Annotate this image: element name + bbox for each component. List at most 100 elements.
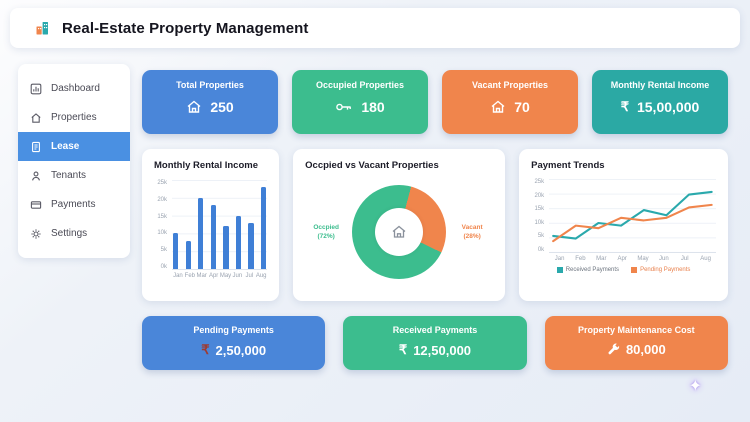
stat-card-value: 180 — [361, 99, 385, 115]
donut-hole — [375, 208, 424, 256]
donut-slice-label: Occpied — [313, 223, 339, 231]
app-header: Real-Estate Property Management — [10, 8, 740, 48]
y-tick-label: 5k — [537, 233, 545, 240]
x-tick-label: Mar — [196, 273, 207, 279]
donut-slice-pct: (28%) — [463, 233, 481, 240]
donut-chart-card: Occpied vs Vacant Properties Occpied (72… — [293, 149, 506, 301]
donut-slice-pct: (72%) — [317, 233, 335, 240]
x-tick-label: Jul — [245, 273, 254, 279]
stat-card-1: Occupied Properties 180 — [292, 70, 428, 134]
legend-item-pending: Pending Payments — [631, 267, 690, 273]
line-y-axis: 25k 20k 15k 10k 5k 0k — [531, 179, 549, 253]
y-tick-label: 0k — [160, 263, 167, 270]
bottom-card-label: Pending Payments — [193, 325, 274, 335]
stat-card-value: 70 — [514, 99, 530, 115]
settings-icon — [30, 228, 43, 240]
x-tick-label: Jan — [173, 273, 183, 279]
stat-card-label: Monthly Rental Income — [610, 80, 710, 90]
x-tick-label: Feb — [575, 256, 586, 262]
sidebar-item-label: Settings — [51, 228, 88, 239]
stat-card-value: 250 — [210, 99, 234, 115]
bar-mar — [198, 197, 204, 269]
bottom-card-label: Received Payments — [392, 325, 478, 335]
y-tick-label: 10k — [157, 230, 167, 237]
sidebar-item-label: Payments — [51, 199, 96, 210]
app-title: Real-Estate Property Management — [62, 19, 309, 37]
bottom-card-label: Property Maintenance Cost — [578, 325, 695, 335]
stat-card-0: Total Properties 250 — [142, 70, 278, 134]
y-tick-label: 15k — [534, 206, 545, 213]
line-months: Jan Feb Mar Apr May Jun Jul Aug — [549, 256, 716, 262]
currency-symbol: ₹ — [201, 342, 210, 357]
x-tick-label: Apr — [208, 273, 219, 279]
charts-row: Monthly Rental Income 25k 20k 15k 10k 5k 0k J… — [142, 149, 728, 301]
x-tick-label: Jul — [680, 256, 689, 262]
stat-card-3: Monthly Rental Income ₹ 15,00,000 — [592, 70, 728, 134]
legend-item-received: Received Payments — [556, 267, 620, 273]
y-tick-label: 15k — [157, 213, 167, 220]
sidebar-item-label: Lease — [51, 141, 80, 152]
rupee-icon: ₹ — [620, 99, 629, 114]
key-icon — [335, 101, 353, 113]
sidebar-item-label: Properties — [51, 112, 97, 123]
bottom-card-value: 2,50,000 — [215, 342, 267, 358]
bar-months: Jan Feb Mar Apr May Jun Jul Aug — [172, 273, 267, 279]
donut-ring — [352, 185, 447, 279]
sidebar-item-dashboard[interactable]: Dashboard — [18, 74, 130, 103]
legend-swatch-received — [556, 267, 563, 273]
stat-card-2: Vacant Properties 70 — [442, 70, 578, 134]
stat-card-value: 15,00,000 — [636, 99, 700, 115]
bottom-card-value: 80,000 — [625, 342, 666, 357]
bar-may — [223, 226, 229, 269]
x-tick-label: Jun — [232, 273, 243, 279]
sidebar-item-label: Dashboard — [51, 83, 100, 94]
sidebar-item-label: Tenants — [51, 170, 87, 181]
chart-title: Payment Trends — [531, 160, 605, 171]
legend-label: Received Payments — [565, 267, 620, 273]
sidebar-item-settings[interactable]: Settings — [18, 219, 130, 248]
stat-card-label: Vacant Properties — [471, 80, 549, 90]
sidebar-item-lease[interactable]: Lease — [18, 132, 130, 161]
x-tick-label: Jan — [554, 256, 565, 262]
currency-symbol: ₹ — [398, 342, 408, 357]
house-icon — [490, 100, 506, 114]
stats-row: Total Properties 250 Occupied Properties… — [142, 70, 728, 134]
bar-chart-card: Monthly Rental Income 25k 20k 15k 10k 5k 0k J… — [142, 149, 280, 301]
payments-icon — [30, 199, 43, 211]
x-tick-label: Aug — [700, 256, 711, 262]
y-tick-label: 0k — [537, 246, 545, 253]
bottom-row: Pending Payments ₹ 2,50,000 Received Pay… — [142, 316, 728, 370]
bar-feb — [185, 240, 191, 269]
house-icon — [391, 225, 407, 239]
legend-swatch-pending — [631, 267, 638, 273]
y-tick-label: 20k — [534, 192, 545, 199]
line-series-pending — [552, 203, 713, 243]
tenants-icon — [30, 170, 43, 182]
donut-label-occupied: Occpied (72%) — [305, 223, 347, 241]
stat-card-label: Total Properties — [176, 80, 244, 90]
y-tick-label: 10k — [534, 219, 545, 226]
x-tick-label: Aug — [255, 273, 267, 279]
bottom-card-2: Property Maintenance Cost 80,000 — [544, 316, 728, 370]
x-tick-label: Jun — [659, 256, 669, 262]
y-tick-label: 25k — [534, 179, 545, 185]
legend-label: Pending Payments — [640, 267, 691, 273]
sidebar-item-tenants[interactable]: Tenants — [18, 161, 130, 190]
donut-label-vacant: Vacant (28%) — [451, 223, 493, 241]
bottom-card-0: Pending Payments ₹ 2,50,000 — [142, 316, 326, 370]
x-tick-label: Mar — [596, 256, 607, 262]
x-tick-label: May — [219, 273, 232, 279]
bar-jul — [248, 222, 254, 269]
x-tick-label: Apr — [617, 256, 627, 262]
sidebar-item-properties[interactable]: Properties — [18, 103, 130, 132]
sidebar-item-payments[interactable]: Payments — [18, 190, 130, 219]
app-logo-icon — [34, 19, 52, 37]
lease-icon — [30, 141, 43, 153]
bar-jan — [173, 233, 179, 269]
y-tick-label: 20k — [157, 196, 167, 203]
bottom-card-value: 12,50,000 — [413, 342, 472, 358]
chart-title: Monthly Rental Income — [154, 160, 258, 171]
line-plot — [549, 179, 716, 253]
bar-apr — [210, 204, 216, 269]
bar-aug — [260, 187, 267, 269]
